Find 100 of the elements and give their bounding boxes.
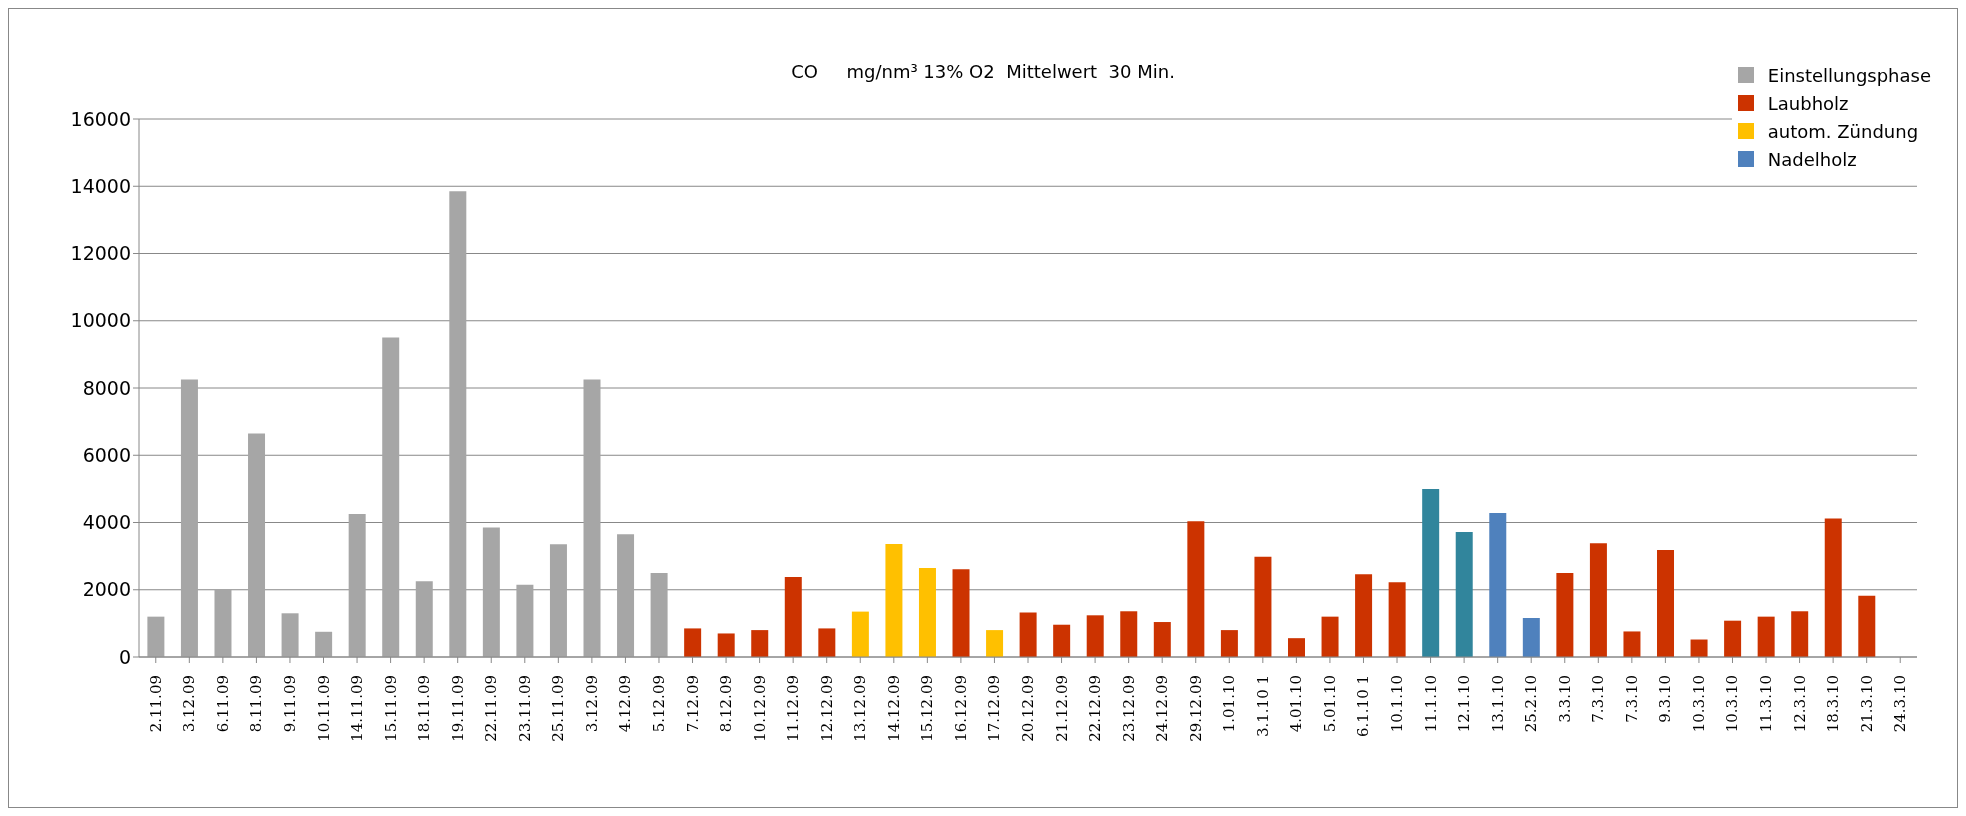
bar — [650, 572, 668, 657]
x-tick-label: 14.11.09 — [348, 675, 367, 742]
y-tick-label: 14000 — [70, 174, 131, 197]
x-tick-label: 5.12.09 — [649, 675, 668, 733]
legend-label: autom. Zündung — [1767, 120, 1919, 142]
chart-title: CO mg/nm³ 13% O2 Mittelwert 30 Min. — [791, 61, 1175, 82]
bar — [751, 630, 769, 657]
bar — [818, 628, 836, 657]
x-tick-label: 10.3.10 — [1723, 675, 1742, 733]
bar — [1019, 612, 1037, 657]
bar — [1589, 543, 1607, 657]
x-tick-label: 14.12.09 — [884, 675, 903, 742]
x-tick-label: 7.12.09 — [683, 675, 702, 733]
x-tick-label: 8.11.09 — [247, 675, 266, 733]
x-tick-label: 23.11.09 — [515, 675, 534, 742]
bar — [1489, 513, 1507, 657]
x-tick-label: 12.12.09 — [817, 675, 836, 742]
bar — [482, 527, 500, 657]
bar — [1657, 550, 1675, 657]
y-tick-label: 0 — [118, 645, 131, 668]
bar — [684, 628, 702, 657]
bar — [449, 191, 467, 657]
x-tick-label: 29.12.09 — [1186, 675, 1205, 742]
legend-label: Laubholz — [1767, 92, 1849, 114]
y-tick-label: 8000 — [82, 376, 131, 399]
x-tick-label: 7.3.10 — [1622, 675, 1641, 723]
bar — [1287, 638, 1305, 657]
y-tick-label: 12000 — [70, 242, 131, 265]
bar — [952, 569, 970, 657]
bar — [382, 337, 400, 657]
x-tick-label: 15.11.09 — [381, 675, 400, 742]
x-tick-label: 11.1.10 — [1421, 675, 1440, 733]
bar — [415, 581, 433, 657]
x-tick-label: 6.1.10 1 — [1354, 675, 1373, 738]
x-tick-label: 4.12.09 — [616, 675, 635, 733]
x-tick-label: 25.11.09 — [549, 675, 568, 742]
x-tick-label: 19.11.09 — [448, 675, 467, 742]
bar — [1187, 521, 1205, 657]
y-tick-label: 2000 — [82, 578, 131, 601]
bar — [147, 616, 165, 657]
x-tick-label: 11.12.09 — [784, 675, 803, 742]
bar — [1120, 611, 1138, 657]
bar — [885, 544, 903, 657]
x-tick-label: 3.12.09 — [582, 675, 601, 733]
bar — [549, 544, 567, 657]
x-tick-label: 11.3.10 — [1757, 675, 1776, 733]
bar — [1522, 618, 1540, 657]
x-tick-label: 16.12.09 — [951, 675, 970, 742]
x-tick-label: 10.11.09 — [314, 675, 333, 742]
x-tick-label: 24.12.09 — [1153, 675, 1172, 742]
bar — [214, 589, 232, 657]
bar — [1791, 611, 1809, 657]
bar — [1858, 595, 1876, 657]
bar — [1355, 574, 1373, 657]
x-tick-label: 2.11.09 — [146, 675, 165, 733]
bar — [851, 611, 869, 657]
bar — [1824, 518, 1842, 657]
x-tick-label: 23.12.09 — [1119, 675, 1138, 742]
bar — [1254, 556, 1272, 657]
x-tick-label: 13.1.10 — [1488, 675, 1507, 733]
bar — [1220, 630, 1238, 657]
y-tick-label: 16000 — [70, 107, 131, 130]
x-tick-label: 10.12.09 — [750, 675, 769, 742]
x-tick-label: 25.2.10 — [1522, 675, 1541, 733]
x-tick-label: 20.12.09 — [1019, 675, 1037, 742]
bar — [918, 567, 936, 657]
x-tick-label: 24.3.10 — [1891, 675, 1910, 733]
x-tick-label: 6.11.09 — [213, 675, 232, 733]
bar — [1422, 488, 1440, 657]
x-tick-label: 22.12.09 — [1086, 675, 1105, 742]
bar — [1757, 616, 1775, 657]
bar — [1321, 616, 1339, 657]
y-tick-label: 4000 — [82, 511, 131, 534]
x-tick-label: 7.3.10 — [1589, 675, 1608, 723]
bar — [1153, 622, 1171, 657]
x-tick-label: 12.3.10 — [1790, 675, 1809, 733]
bar — [583, 379, 601, 657]
x-tick-label: 3.3.10 — [1555, 675, 1574, 723]
x-tick-label: 4.01.10 — [1287, 675, 1306, 733]
bar — [1388, 582, 1406, 657]
legend-label: Nadelholz — [1767, 148, 1857, 170]
bar — [1053, 624, 1071, 657]
x-tick-label: 8.12.09 — [717, 675, 736, 733]
x-tick-label: 3.12.09 — [180, 675, 199, 733]
bar — [1556, 572, 1574, 657]
bar — [248, 433, 266, 657]
bar — [986, 630, 1004, 657]
x-tick-label: 9.11.09 — [280, 675, 299, 733]
bar — [348, 514, 366, 657]
bar — [281, 613, 299, 657]
bar — [717, 633, 735, 657]
x-tick-label: 15.12.09 — [918, 675, 937, 742]
y-tick-label: 10000 — [70, 309, 131, 332]
x-tick-label: 1.01.10 — [1220, 675, 1239, 733]
x-tick-label: 22.11.09 — [482, 675, 501, 742]
x-tick-label: 9.3.10 — [1656, 675, 1675, 723]
x-tick-label: 3.1.10 1 — [1253, 675, 1272, 738]
bar — [1623, 631, 1641, 657]
x-tick-label: 13.12.09 — [851, 675, 870, 742]
bar — [1724, 620, 1742, 657]
